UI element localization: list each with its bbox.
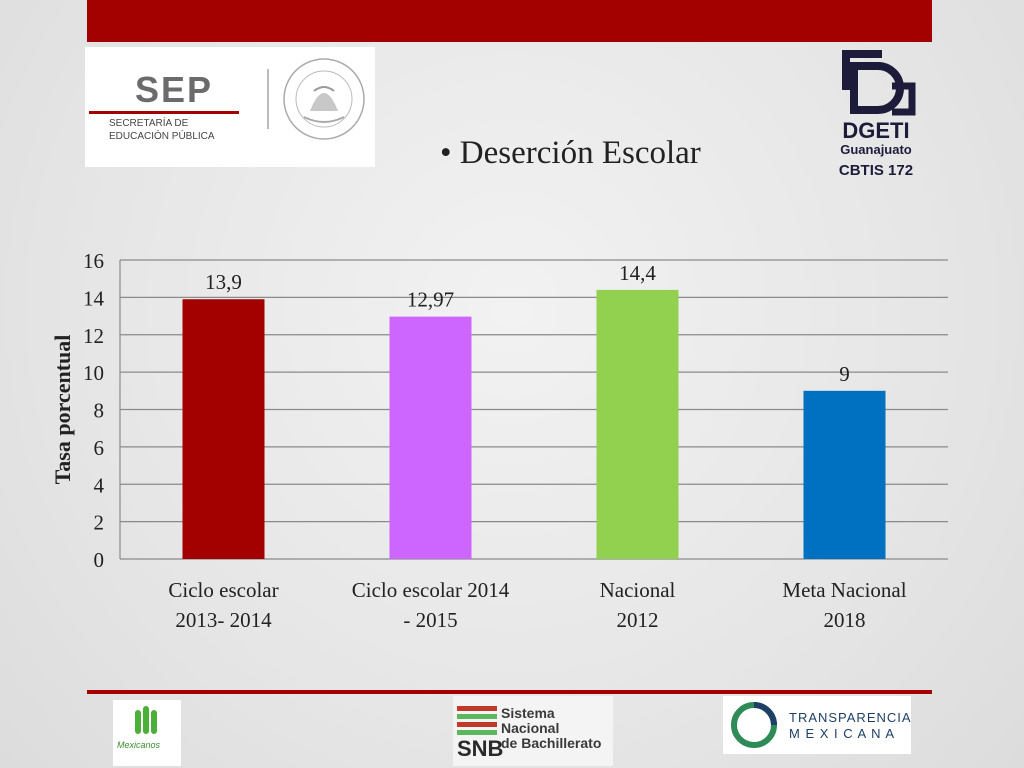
transparencia-logo: TRANSPARENCIA M E X I C A N A	[723, 696, 911, 754]
snb-logo: Sistema Nacional de Bachillerato SNB	[453, 696, 613, 766]
bar	[182, 299, 265, 559]
slide-title: • Deserción Escolar	[440, 135, 701, 171]
dgeti-name: DGETI	[842, 118, 910, 143]
dgeti-state: Guanajuato	[840, 142, 912, 157]
bar-chart: 0 2 4 6 8 10 12 14 16 Tasa porcentual 13,9 Ciclo es…	[50, 249, 948, 632]
data-label: 12,97	[407, 288, 454, 312]
hands-icon	[135, 706, 157, 734]
snb-stripes-icon	[457, 706, 497, 735]
sep-line	[89, 111, 239, 114]
x-tick-label: 2018	[824, 608, 866, 632]
data-label: 9	[839, 362, 850, 386]
x-tick-label: 2013- 2014	[175, 608, 272, 632]
y-tick-label: 14	[83, 286, 105, 310]
snb-name: Sistema Nacional de Bachillerato	[501, 705, 602, 751]
x-tick-label: Ciclo escolar	[168, 578, 278, 602]
bottom-red-line	[87, 690, 932, 694]
sep-logo: SEP SECRETARÍA DE EDUCACIÓN PÚBLICA	[85, 47, 375, 167]
y-tick-label: 4	[94, 473, 105, 497]
dgeti-school: CBTIS 172	[838, 162, 914, 179]
data-label: 13,9	[205, 270, 242, 294]
x-tick-label: Nacional	[600, 578, 676, 602]
x-tick-label: - 2015	[403, 608, 457, 632]
sep-divider	[267, 69, 269, 129]
dgeti-emblem-icon	[842, 50, 916, 116]
y-axis-label: Tasa porcentual	[50, 335, 75, 485]
mexicanos-logo: Mexicanos	[113, 700, 181, 766]
y-tick-label: 16	[83, 249, 104, 273]
dgeti-logo: DGETI Guanajuato CBTIS 172	[826, 44, 926, 184]
bar	[803, 390, 886, 559]
y-tick-label: 2	[94, 511, 105, 535]
y-tick-label: 8	[94, 399, 105, 423]
top-red-bar	[87, 0, 932, 42]
sep-title: SEP	[135, 69, 214, 110]
transparencia-text: TRANSPARENCIA M E X I C A N A	[789, 710, 912, 741]
transparencia-circle-icon	[731, 702, 777, 748]
y-tick-label: 12	[83, 324, 104, 348]
x-tick-label: Meta Nacional	[782, 578, 906, 602]
mexicanos-text: Mexicanos	[117, 740, 161, 750]
bar	[389, 316, 472, 559]
y-tick-label: 10	[83, 361, 104, 385]
sep-subtitle: SECRETARÍA DE EDUCACIÓN PÚBLICA	[109, 118, 215, 142]
data-label: 14,4	[619, 261, 656, 285]
y-tick-label: 6	[94, 436, 105, 460]
y-tick-label: 0	[94, 548, 105, 572]
x-tick-label: Ciclo escolar 2014	[352, 578, 510, 602]
snb-abbr: SNB	[457, 736, 504, 761]
mexico-seal-icon	[283, 58, 365, 140]
bar	[596, 289, 679, 559]
x-tick-label: 2012	[617, 608, 659, 632]
